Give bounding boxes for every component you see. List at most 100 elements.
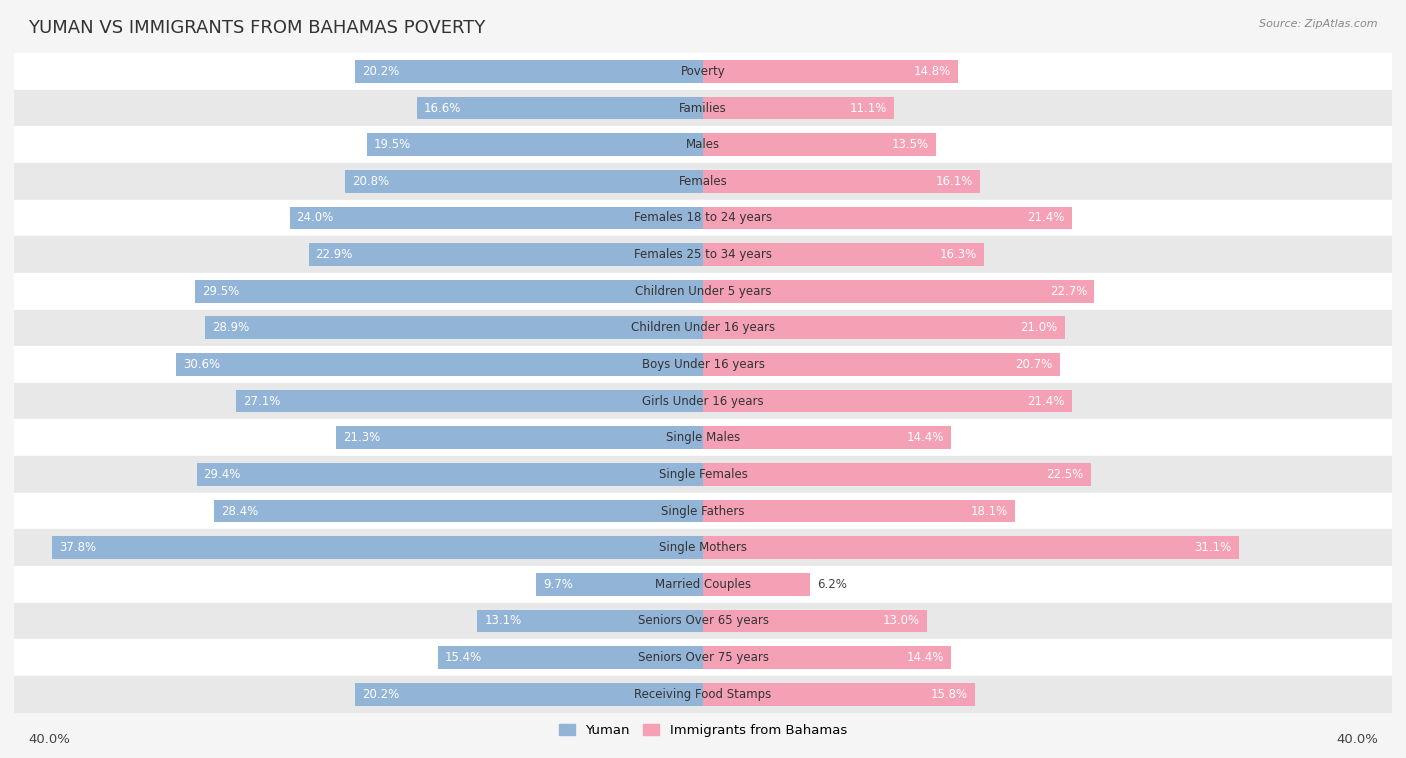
Bar: [14, 529, 1392, 566]
Bar: [703, 243, 984, 266]
Bar: [703, 463, 1091, 486]
Bar: [703, 60, 957, 83]
Bar: [536, 573, 703, 596]
Text: 14.4%: 14.4%: [907, 431, 945, 444]
Bar: [703, 683, 976, 706]
Text: Boys Under 16 years: Boys Under 16 years: [641, 358, 765, 371]
Text: 18.1%: 18.1%: [970, 505, 1008, 518]
Bar: [14, 419, 1392, 456]
Bar: [14, 53, 1392, 89]
Text: 21.4%: 21.4%: [1028, 211, 1064, 224]
Text: Single Mothers: Single Mothers: [659, 541, 747, 554]
Text: Females 25 to 34 years: Females 25 to 34 years: [634, 248, 772, 261]
Text: 21.3%: 21.3%: [343, 431, 380, 444]
Bar: [703, 353, 1060, 376]
Bar: [176, 353, 703, 376]
Text: 13.5%: 13.5%: [891, 138, 928, 151]
Text: 30.6%: 30.6%: [183, 358, 219, 371]
Bar: [703, 500, 1015, 522]
Text: Girls Under 16 years: Girls Under 16 years: [643, 395, 763, 408]
Text: Single Females: Single Females: [658, 468, 748, 481]
Bar: [703, 97, 894, 119]
Bar: [236, 390, 703, 412]
Text: 15.4%: 15.4%: [444, 651, 482, 664]
Text: 11.1%: 11.1%: [849, 102, 887, 114]
Text: 40.0%: 40.0%: [1336, 732, 1378, 746]
Bar: [197, 463, 703, 486]
Bar: [703, 280, 1094, 302]
Text: 37.8%: 37.8%: [59, 541, 96, 554]
Bar: [14, 603, 1392, 639]
Bar: [703, 170, 980, 193]
Bar: [205, 317, 703, 339]
Text: 28.9%: 28.9%: [212, 321, 249, 334]
Text: 20.8%: 20.8%: [352, 175, 389, 188]
Bar: [703, 390, 1071, 412]
Text: 20.2%: 20.2%: [361, 688, 399, 700]
Text: 16.3%: 16.3%: [939, 248, 977, 261]
Text: YUMAN VS IMMIGRANTS FROM BAHAMAS POVERTY: YUMAN VS IMMIGRANTS FROM BAHAMAS POVERTY: [28, 19, 485, 37]
Legend: Yuman, Immigrants from Bahamas: Yuman, Immigrants from Bahamas: [554, 719, 852, 742]
Bar: [478, 609, 703, 632]
Text: 29.5%: 29.5%: [202, 285, 239, 298]
Text: 22.9%: 22.9%: [315, 248, 353, 261]
Bar: [308, 243, 703, 266]
Text: 22.7%: 22.7%: [1050, 285, 1087, 298]
Text: Poverty: Poverty: [681, 65, 725, 78]
Bar: [14, 346, 1392, 383]
Bar: [367, 133, 703, 156]
Bar: [703, 573, 810, 596]
Bar: [703, 207, 1071, 229]
Text: 20.2%: 20.2%: [361, 65, 399, 78]
Text: Receiving Food Stamps: Receiving Food Stamps: [634, 688, 772, 700]
Bar: [52, 537, 703, 559]
Text: 24.0%: 24.0%: [297, 211, 333, 224]
Text: 16.1%: 16.1%: [936, 175, 973, 188]
Text: 22.5%: 22.5%: [1046, 468, 1084, 481]
Text: 20.7%: 20.7%: [1015, 358, 1053, 371]
Bar: [14, 676, 1392, 713]
Text: 21.0%: 21.0%: [1021, 321, 1057, 334]
Text: 14.8%: 14.8%: [914, 65, 950, 78]
Text: 28.4%: 28.4%: [221, 505, 257, 518]
Text: 19.5%: 19.5%: [374, 138, 412, 151]
Bar: [703, 427, 950, 449]
Bar: [703, 317, 1064, 339]
Bar: [356, 60, 703, 83]
Text: Males: Males: [686, 138, 720, 151]
Bar: [14, 639, 1392, 676]
Text: 40.0%: 40.0%: [28, 732, 70, 746]
Text: Females: Females: [679, 175, 727, 188]
Bar: [703, 647, 950, 669]
Bar: [356, 683, 703, 706]
Bar: [14, 309, 1392, 346]
Bar: [14, 127, 1392, 163]
Text: 27.1%: 27.1%: [243, 395, 281, 408]
Bar: [14, 456, 1392, 493]
Text: 29.4%: 29.4%: [204, 468, 240, 481]
Bar: [14, 89, 1392, 127]
Text: 16.6%: 16.6%: [425, 102, 461, 114]
Bar: [290, 207, 703, 229]
Text: Single Fathers: Single Fathers: [661, 505, 745, 518]
Bar: [14, 493, 1392, 529]
Bar: [14, 163, 1392, 199]
Bar: [14, 566, 1392, 603]
Bar: [703, 537, 1239, 559]
Text: 21.4%: 21.4%: [1028, 395, 1064, 408]
Text: Families: Families: [679, 102, 727, 114]
Text: 6.2%: 6.2%: [817, 578, 846, 590]
Bar: [14, 236, 1392, 273]
Bar: [14, 199, 1392, 236]
Bar: [418, 97, 703, 119]
Bar: [14, 383, 1392, 419]
Bar: [14, 273, 1392, 309]
Text: Married Couples: Married Couples: [655, 578, 751, 590]
Bar: [344, 170, 703, 193]
Bar: [703, 609, 927, 632]
Bar: [195, 280, 703, 302]
Text: 13.1%: 13.1%: [484, 615, 522, 628]
Text: Single Males: Single Males: [666, 431, 740, 444]
Text: Seniors Over 65 years: Seniors Over 65 years: [637, 615, 769, 628]
Bar: [703, 133, 935, 156]
